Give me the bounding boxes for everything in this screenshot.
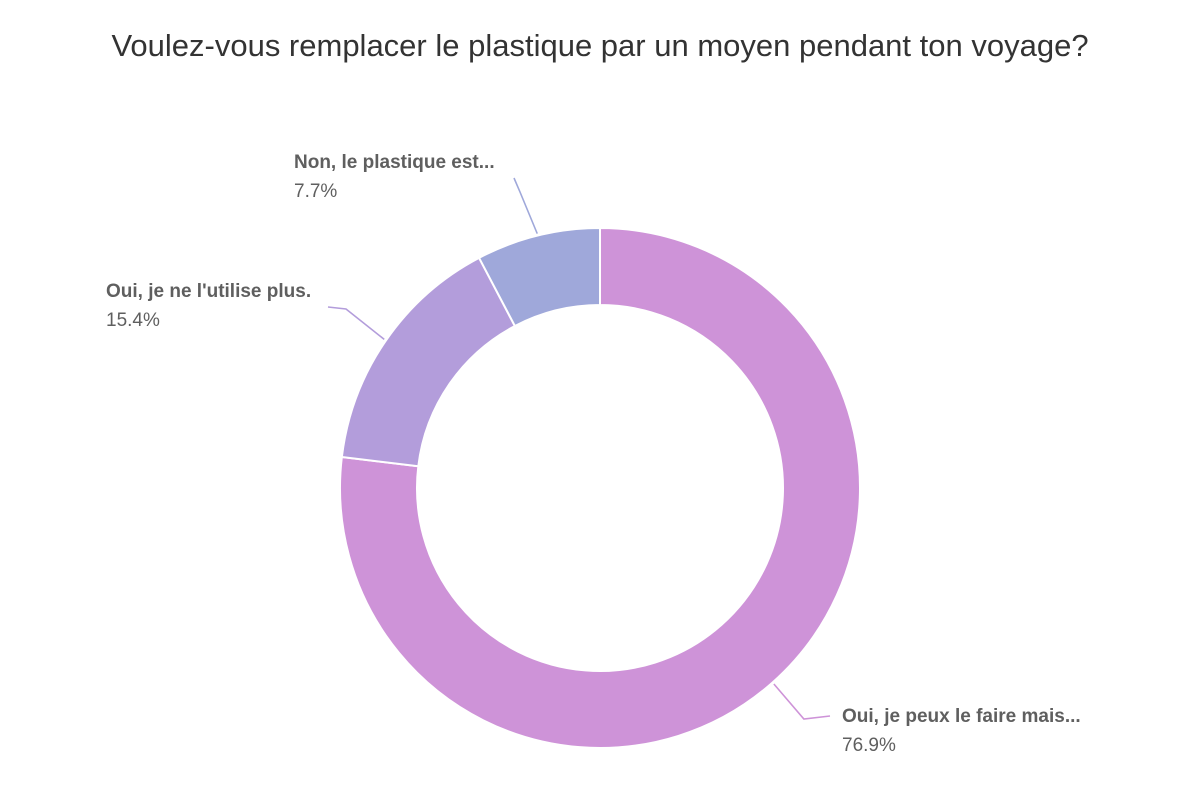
slice-label-2: Oui, je ne l'utilise plus. <box>106 281 311 302</box>
leader-lines-layer <box>327 177 831 720</box>
donut-slice-3 <box>477 226 601 328</box>
leader-line-1 <box>773 683 831 720</box>
labels-layer: Oui, je peux le faire mais... 76.9% Oui, j… <box>106 152 1081 756</box>
slice-value-2: 15.4% <box>106 310 160 331</box>
slice-label-1: Oui, je peux le faire mais... <box>842 706 1081 727</box>
leader-line-3 <box>513 177 538 234</box>
donut-slice-2 <box>340 256 517 468</box>
slice-label-3: Non, le plastique est... <box>294 152 495 173</box>
slices-layer <box>339 226 861 749</box>
chart-title: Voulez-vous remplacer le plastique par u… <box>111 28 1089 63</box>
slice-value-3: 7.7% <box>294 181 337 202</box>
donut-slice-1 <box>339 226 861 749</box>
slice-value-1: 76.9% <box>842 735 896 756</box>
leader-line-2 <box>327 306 385 341</box>
